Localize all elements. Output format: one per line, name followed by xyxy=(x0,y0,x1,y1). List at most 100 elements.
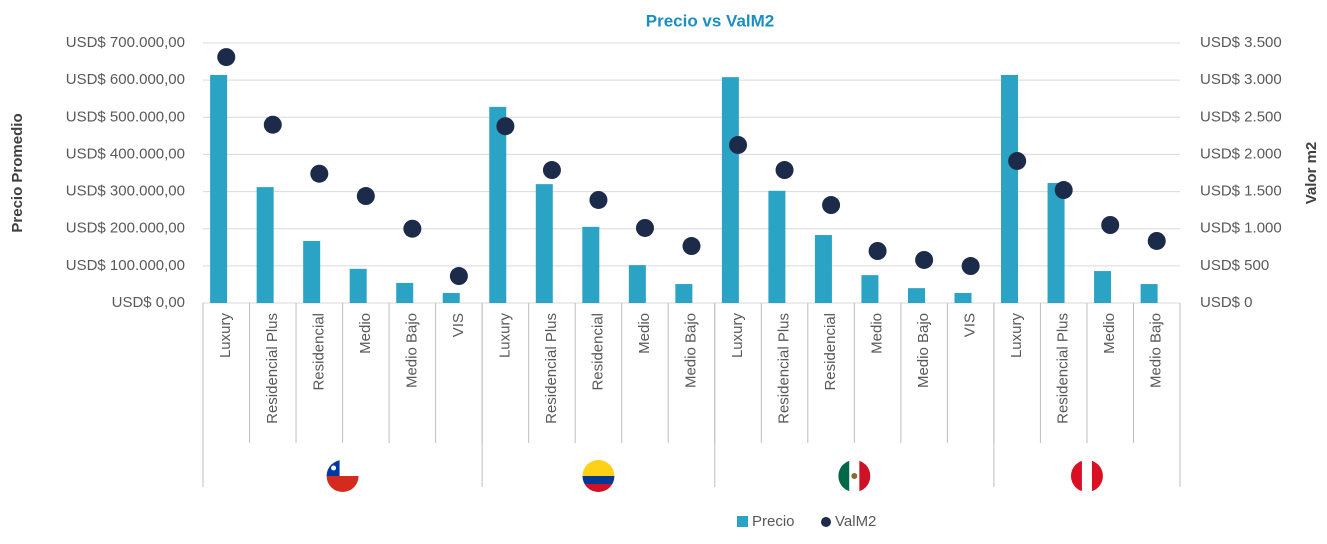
dot xyxy=(635,218,654,237)
bar xyxy=(1047,183,1065,303)
bar xyxy=(628,265,646,303)
dot xyxy=(496,117,515,136)
y-tick-label: USD$ 400.000,00 xyxy=(66,145,185,162)
dot xyxy=(403,219,422,238)
dot xyxy=(1054,181,1073,200)
x-tick-label: Residencial Plus xyxy=(543,313,560,424)
flag-clip xyxy=(326,460,359,492)
legend-swatch xyxy=(821,517,831,527)
y2-axis-title: Valor m2 xyxy=(1303,142,1320,205)
y2-tick-label: USD$ 500 xyxy=(1200,257,1269,274)
dot xyxy=(1147,231,1166,250)
bar xyxy=(582,226,600,303)
bar xyxy=(861,275,879,303)
y-tick-label: USD$ 600.000,00 xyxy=(66,71,185,88)
x-tick-label: Residencial xyxy=(822,313,839,391)
flag xyxy=(1070,460,1103,492)
y2-tick-label: USD$ 1.000 xyxy=(1200,220,1282,237)
dot xyxy=(915,250,934,269)
flag-clip xyxy=(838,460,871,492)
x-tick-label: Residencial Plus xyxy=(1055,313,1072,424)
bar xyxy=(396,282,414,303)
bar xyxy=(1001,74,1019,303)
legend-label: Precio xyxy=(752,513,795,530)
bar xyxy=(442,292,460,303)
x-tick-label: Medio Bajo xyxy=(403,313,420,388)
flag-part xyxy=(851,473,858,479)
bar xyxy=(1140,284,1158,303)
dot xyxy=(729,135,748,154)
bar xyxy=(768,190,786,303)
x-tick-label: Luxury xyxy=(496,313,513,359)
y-tick-label: USD$ 500.000,00 xyxy=(66,108,185,125)
bar xyxy=(721,77,739,304)
bar xyxy=(675,284,693,303)
flags xyxy=(326,460,1103,492)
bar xyxy=(489,106,507,303)
y-axis-title: Precio Promedio xyxy=(9,113,26,232)
flag-part xyxy=(1070,460,1082,492)
bar xyxy=(814,235,832,303)
x-tick-label: Luxury xyxy=(729,313,746,359)
y-tick-label: USD$ 300.000,00 xyxy=(66,183,185,200)
dot xyxy=(822,196,841,215)
x-tick-label: Medio xyxy=(357,313,374,354)
x-tick-label: Medio xyxy=(636,313,653,354)
dot xyxy=(682,237,701,256)
flag-part xyxy=(838,460,850,492)
flag-clip xyxy=(582,460,615,492)
y2-tick-label: USD$ 1.500 xyxy=(1200,183,1282,200)
legend-label: ValM2 xyxy=(835,513,876,530)
x-tick-label: Medio Bajo xyxy=(682,313,699,388)
flag-part xyxy=(1081,460,1092,492)
flag-clip xyxy=(1070,460,1103,492)
x-tick-label: VIS xyxy=(450,313,467,337)
flag-part xyxy=(582,484,615,492)
dot xyxy=(868,242,887,260)
x-tick-label: Residencial Plus xyxy=(776,313,793,424)
bar xyxy=(349,268,367,303)
bar xyxy=(954,292,972,303)
bar xyxy=(210,74,228,303)
y2-tick-label: USD$ 2.000 xyxy=(1200,145,1282,162)
dot xyxy=(217,48,236,67)
y2-tick-label: USD$ 2.500 xyxy=(1200,108,1282,125)
legend-swatch xyxy=(737,516,748,527)
x-tick-label: Medio xyxy=(869,313,886,354)
bar xyxy=(1094,271,1112,303)
y-tick-label: USD$ 700.000,00 xyxy=(66,34,185,51)
dot xyxy=(542,161,561,180)
dot xyxy=(1101,216,1120,234)
dot xyxy=(263,115,282,134)
y-tick-label: USD$ 0,00 xyxy=(112,294,185,311)
bar xyxy=(535,184,553,303)
flag-part xyxy=(582,460,615,476)
y2-tick-label: USD$ 3.500 xyxy=(1200,34,1282,51)
x-tick-label: Luxury xyxy=(1008,313,1025,359)
y2-tick-label: USD$ 0 xyxy=(1200,294,1253,311)
flag xyxy=(838,460,871,492)
dot xyxy=(961,257,980,276)
x-tick-label: Medio xyxy=(1101,313,1118,354)
x-tick-label: Residencial Plus xyxy=(264,313,281,424)
dot xyxy=(310,164,329,183)
flag-part xyxy=(326,476,359,492)
dot xyxy=(449,267,468,286)
x-tick-label: Medio Bajo xyxy=(915,313,932,388)
x-tick-label: VIS xyxy=(962,313,979,337)
x-tick-label: Luxury xyxy=(217,313,234,359)
dot xyxy=(356,187,375,206)
flag-part xyxy=(331,465,337,471)
flag-part xyxy=(859,460,871,492)
x-tick-label: Medio Bajo xyxy=(1148,313,1165,388)
dot xyxy=(1008,151,1027,170)
y2-tick-label: USD$ 3.000 xyxy=(1200,71,1282,88)
bar xyxy=(303,240,321,303)
flag xyxy=(582,460,615,492)
dot xyxy=(589,190,608,209)
chart-title: Precio vs ValM2 xyxy=(646,11,775,30)
y-tick-label: USD$ 100.000,00 xyxy=(66,257,185,274)
flag-part xyxy=(1091,460,1103,492)
x-tick-label: Residencial xyxy=(310,313,327,391)
